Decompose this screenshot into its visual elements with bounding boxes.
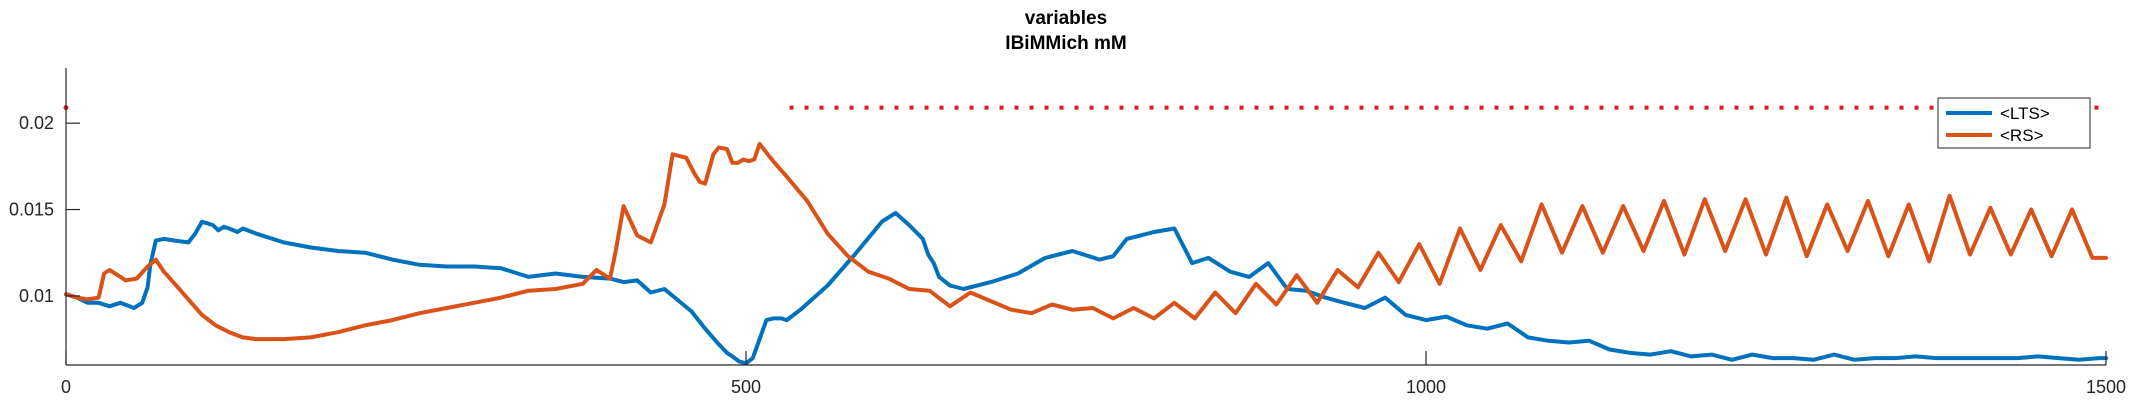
legend-box <box>1937 97 2091 149</box>
x-tick-label: 0 <box>61 377 71 397</box>
chart-title: variables <box>1025 8 1107 29</box>
x-tick-label: 1500 <box>2086 377 2126 397</box>
x-tick-label: 500 <box>731 377 761 397</box>
y-tick-label: 0.015 <box>9 200 54 220</box>
chart-subtitle: IBiMMich mM <box>1005 33 1126 54</box>
plot-area <box>63 105 2108 366</box>
x-tick-label: 1000 <box>1406 377 1446 397</box>
series-line-lts <box>64 211 2108 366</box>
legend: <LTS> <RS> <box>1937 97 2091 149</box>
legend-label-rs: <RS> <box>2000 126 2044 145</box>
series-line-rs <box>64 141 2108 342</box>
axes: 0 500 1000 1500 0.01 0.015 0.02 <box>9 68 2126 397</box>
y-tick-label: 0.01 <box>19 286 54 306</box>
y-tick-label: 0.02 <box>19 113 54 133</box>
legend-label-lts: <LTS> <box>2000 104 2050 123</box>
